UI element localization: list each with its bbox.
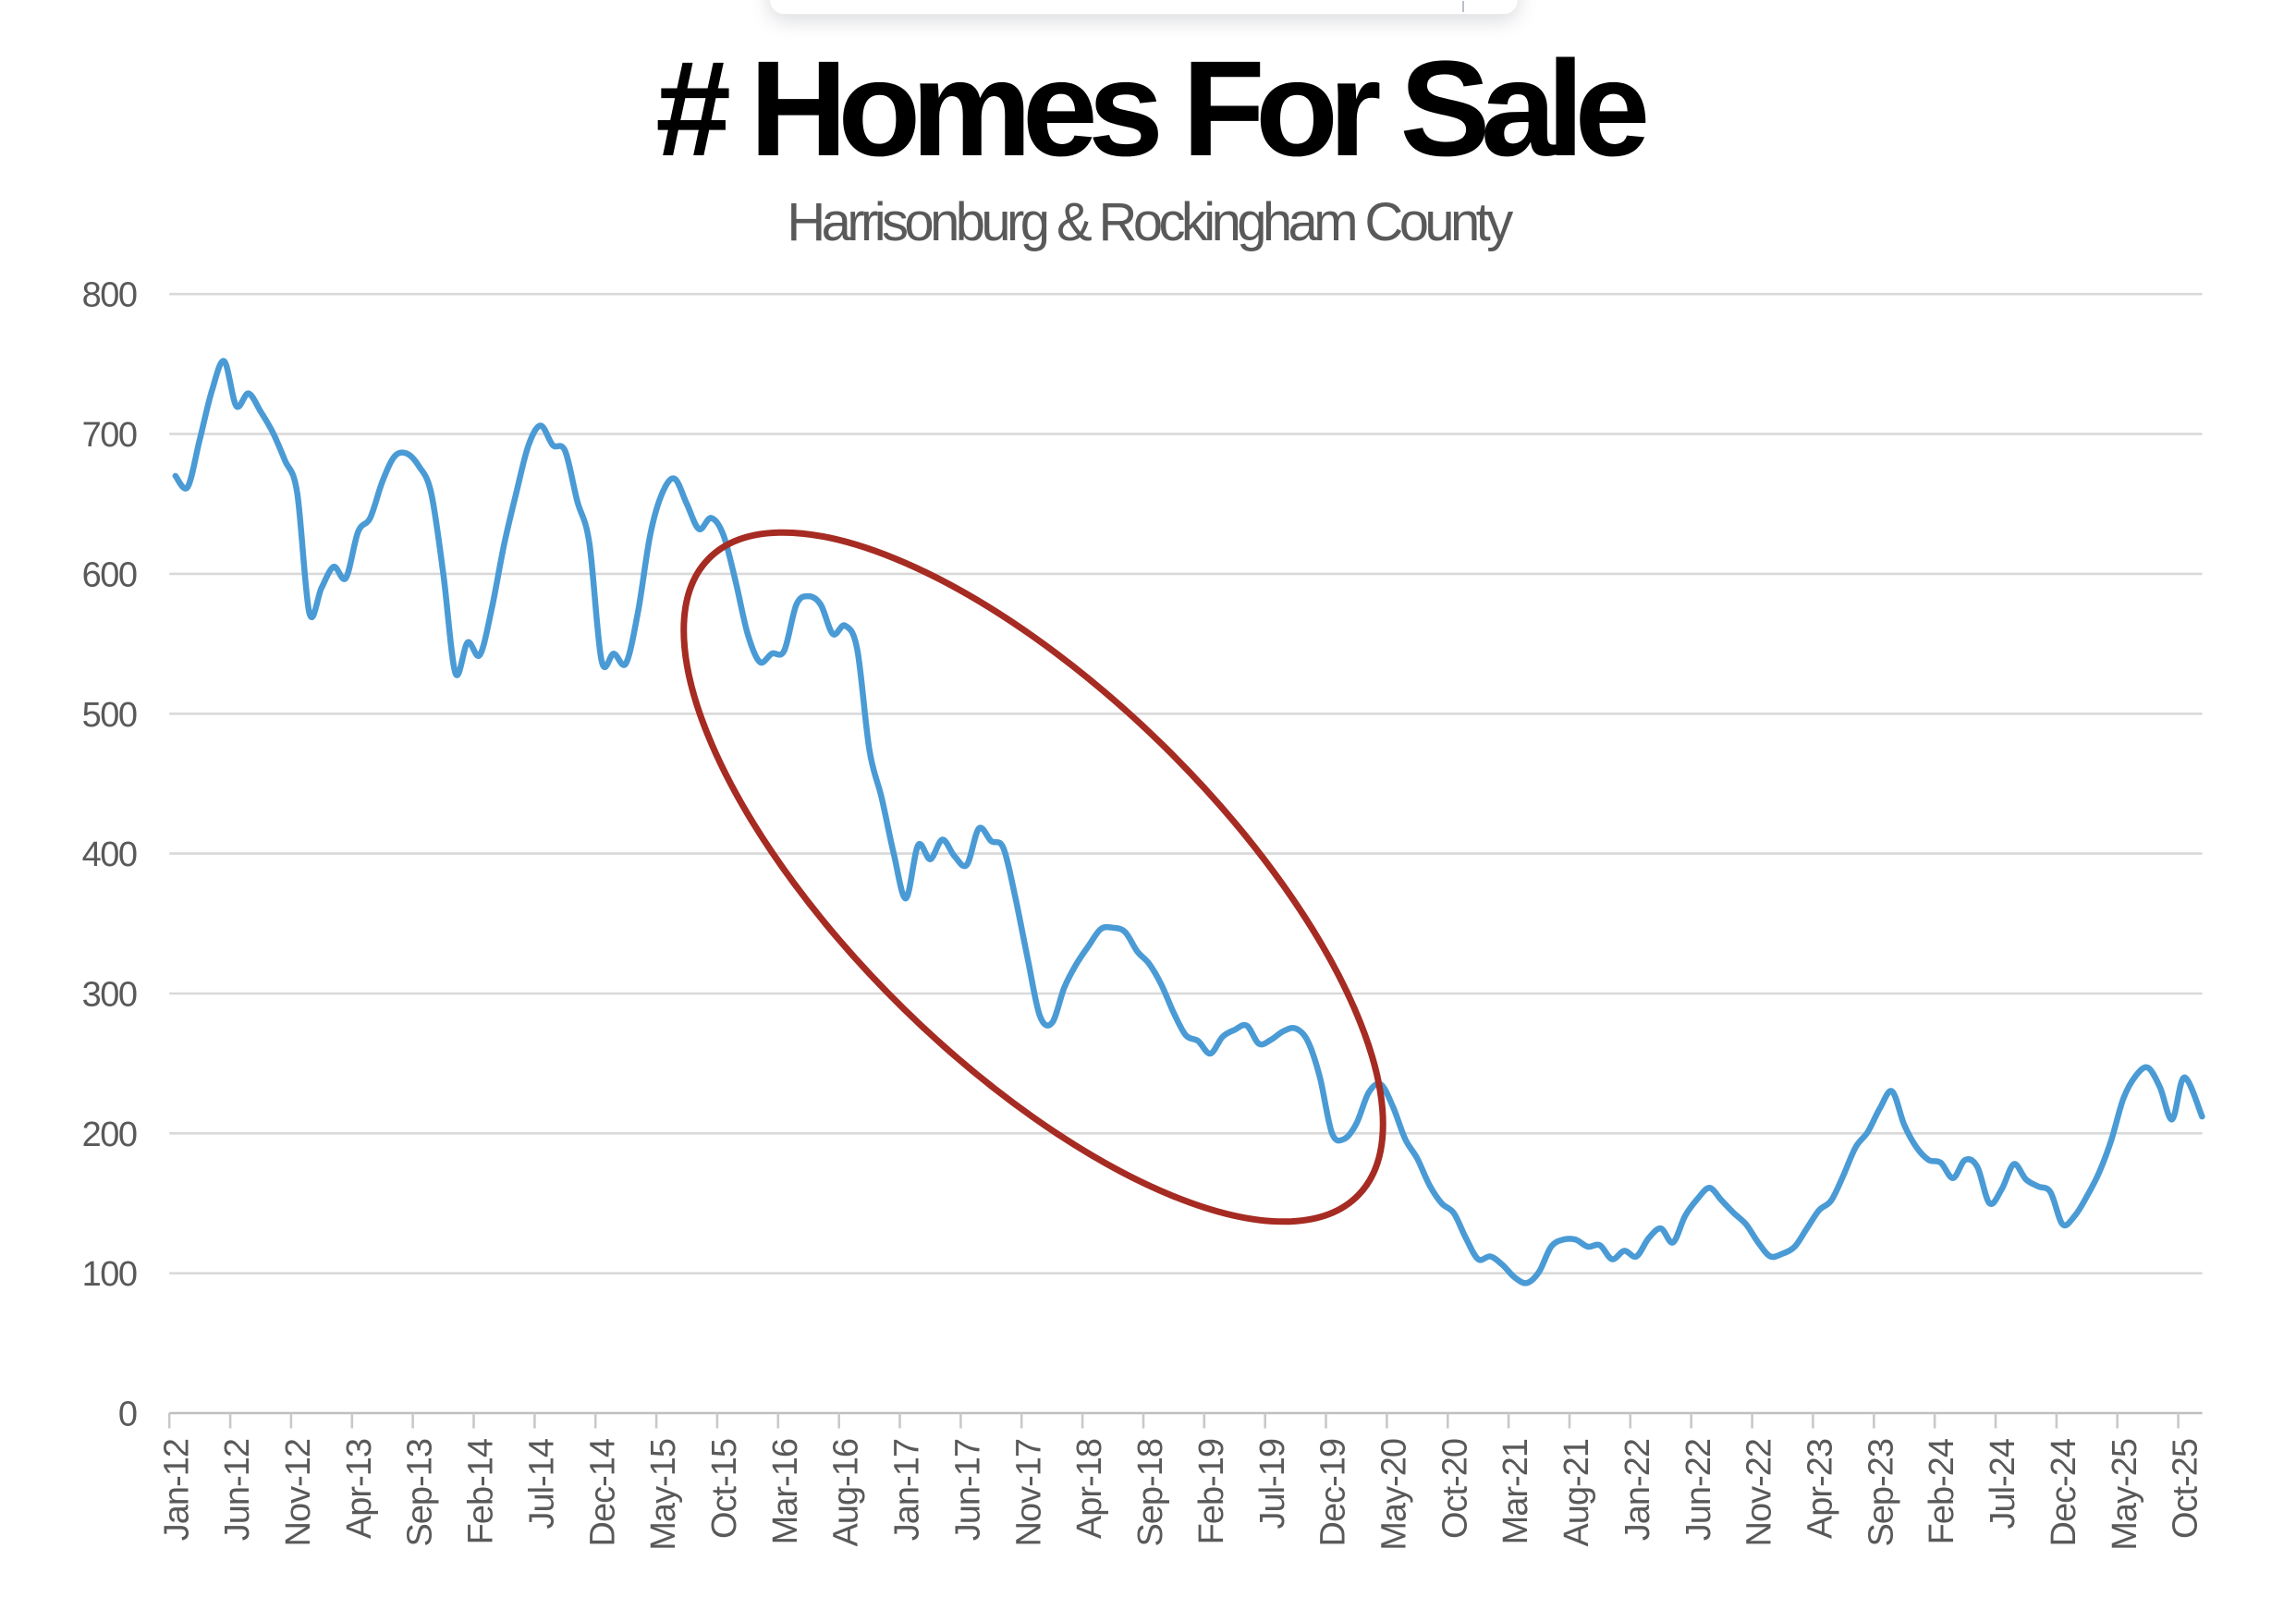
svg-text:May-25: May-25 — [2106, 1439, 2144, 1551]
svg-text:800: 800 — [82, 276, 137, 315]
svg-text:Feb-19: Feb-19 — [1192, 1439, 1231, 1544]
svg-text:Oct-25: Oct-25 — [2167, 1439, 2205, 1539]
svg-text:700: 700 — [82, 416, 137, 455]
svg-text:Feb-14: Feb-14 — [462, 1438, 501, 1544]
svg-text:600: 600 — [82, 555, 137, 594]
svg-text:500: 500 — [82, 696, 137, 735]
svg-text:Nov-12: Nov-12 — [279, 1439, 318, 1547]
svg-text:Mar-16: Mar-16 — [766, 1439, 805, 1544]
svg-text:May-20: May-20 — [1375, 1439, 1414, 1551]
svg-text:400: 400 — [82, 835, 137, 874]
svg-text:Aug-21: Aug-21 — [1557, 1439, 1596, 1547]
svg-text:May-15: May-15 — [644, 1439, 683, 1551]
svg-text:0: 0 — [118, 1396, 137, 1434]
svg-text:Jan-17: Jan-17 — [888, 1439, 927, 1541]
svg-text:Apr-18: Apr-18 — [1070, 1439, 1109, 1539]
svg-text:Nov-17: Nov-17 — [1009, 1439, 1048, 1547]
svg-text:Dec-14: Dec-14 — [583, 1438, 622, 1546]
svg-text:Jan-22: Jan-22 — [1618, 1439, 1657, 1541]
svg-text:Jul-19: Jul-19 — [1253, 1439, 1292, 1530]
svg-text:Apr-23: Apr-23 — [1801, 1439, 1840, 1539]
svg-text:Jan-12: Jan-12 — [157, 1439, 196, 1541]
svg-text:Jun-12: Jun-12 — [218, 1439, 257, 1541]
svg-text:Nov-22: Nov-22 — [1740, 1439, 1779, 1547]
svg-text:Jun-17: Jun-17 — [949, 1439, 988, 1541]
svg-text:Sep-13: Sep-13 — [401, 1439, 440, 1547]
svg-text:Apr-13: Apr-13 — [340, 1439, 379, 1539]
svg-text:Dec-19: Dec-19 — [1314, 1439, 1353, 1547]
svg-text:300: 300 — [82, 976, 137, 1015]
svg-text:Sep-23: Sep-23 — [1862, 1439, 1900, 1547]
svg-text:Jun-22: Jun-22 — [1679, 1439, 1718, 1541]
svg-text:Mar-21: Mar-21 — [1496, 1439, 1535, 1544]
svg-text:200: 200 — [82, 1115, 137, 1154]
svg-text:Dec-24: Dec-24 — [2045, 1438, 2083, 1546]
svg-text:Oct-15: Oct-15 — [705, 1439, 744, 1539]
svg-text:100: 100 — [82, 1255, 137, 1294]
svg-text:Oct-20: Oct-20 — [1435, 1439, 1474, 1539]
svg-text:Aug-16: Aug-16 — [827, 1439, 866, 1547]
svg-text:Feb-24: Feb-24 — [1923, 1438, 1961, 1544]
svg-text:Sep-18: Sep-18 — [1131, 1439, 1170, 1547]
svg-text:Jul-24: Jul-24 — [1984, 1438, 2022, 1529]
svg-text:Jul-14: Jul-14 — [522, 1438, 561, 1529]
